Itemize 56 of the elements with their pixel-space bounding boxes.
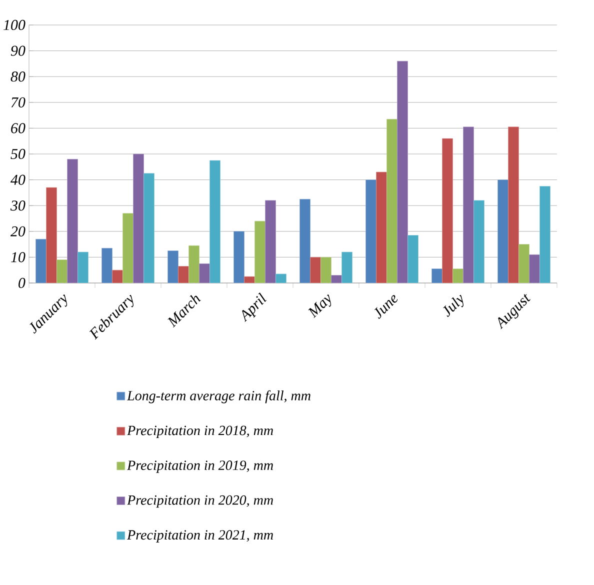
bar bbox=[432, 268, 442, 283]
bar bbox=[234, 231, 244, 283]
y-tick-label: 40 bbox=[10, 174, 26, 185]
bar bbox=[518, 244, 530, 283]
bar bbox=[452, 268, 464, 283]
y-tick-label: 20 bbox=[10, 226, 26, 236]
y-tick-label: 80 bbox=[10, 72, 26, 82]
bar bbox=[310, 256, 321, 283]
bar bbox=[498, 180, 508, 283]
legend-label: Precipitation in 2019, mm bbox=[127, 460, 273, 473]
bar bbox=[265, 200, 276, 283]
bar bbox=[254, 220, 266, 283]
bar bbox=[376, 172, 387, 283]
bar bbox=[78, 252, 88, 283]
y-tick-label: 50 bbox=[10, 148, 26, 160]
bar bbox=[46, 187, 57, 283]
bar bbox=[386, 118, 398, 283]
y-tick-label: 10 bbox=[11, 252, 26, 262]
legend-label: Precipitation in 2020, mm bbox=[127, 495, 273, 508]
legend-label: Long-term average rain fall, mm bbox=[126, 390, 310, 404]
bar bbox=[67, 158, 78, 283]
y-tick-label: 0 bbox=[18, 278, 26, 288]
bar bbox=[474, 200, 484, 283]
bar bbox=[276, 274, 286, 283]
bar bbox=[397, 60, 408, 283]
bar bbox=[56, 260, 68, 283]
bar bbox=[540, 186, 550, 283]
bar bbox=[210, 160, 220, 283]
bar bbox=[199, 263, 210, 283]
bar bbox=[122, 213, 134, 283]
y-tick-label: 60 bbox=[11, 123, 26, 134]
y-tick-label: 70 bbox=[11, 97, 26, 108]
legend-label: Precipitation in 2021, mm bbox=[127, 530, 273, 542]
bar bbox=[529, 254, 540, 283]
x-tick-label: May bbox=[308, 294, 332, 318]
y-tick-label: 90 bbox=[10, 46, 26, 56]
x-tick-label: July bbox=[443, 294, 464, 317]
bar bbox=[102, 248, 112, 283]
x-tick-label: June bbox=[374, 295, 398, 319]
bar bbox=[320, 256, 332, 283]
bar bbox=[188, 245, 200, 283]
bar bbox=[508, 126, 519, 283]
bar bbox=[300, 198, 310, 283]
bar bbox=[178, 266, 189, 283]
bar bbox=[463, 126, 474, 283]
bar bbox=[366, 180, 376, 283]
bar bbox=[133, 154, 144, 283]
bar bbox=[442, 138, 453, 283]
legend-label: Precipitation in 2018, mm bbox=[127, 426, 273, 438]
y-tick-label: 100 bbox=[4, 20, 26, 30]
bar bbox=[36, 238, 46, 283]
bar bbox=[342, 252, 352, 283]
bar bbox=[168, 250, 178, 283]
bar bbox=[144, 173, 154, 283]
bar bbox=[408, 235, 418, 283]
y-tick-label: 30 bbox=[10, 200, 26, 211]
